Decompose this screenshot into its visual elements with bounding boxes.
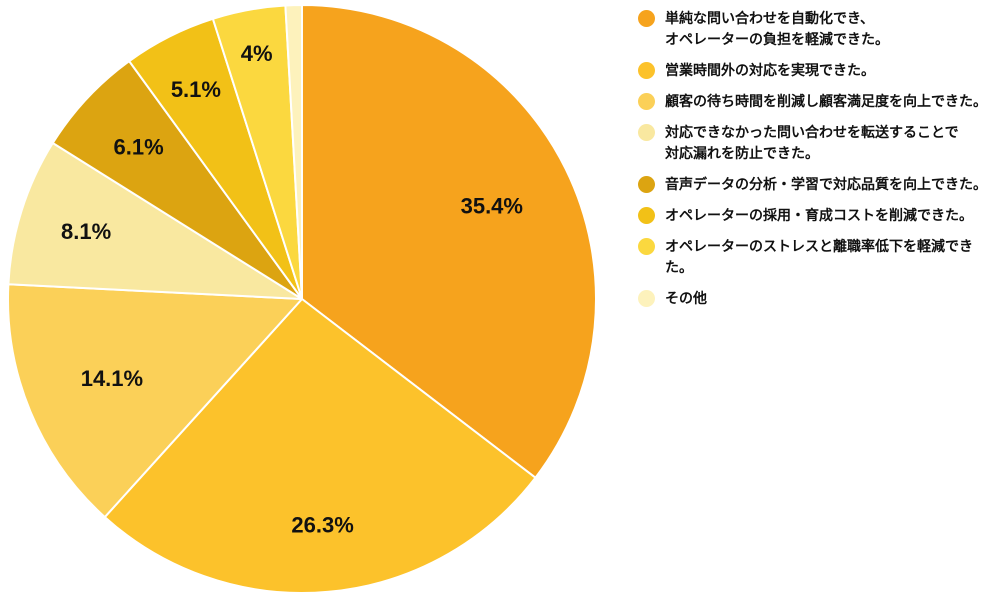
pie-slice (284, 4, 303, 300)
legend-item: オペレーターの採用・育成コストを削減できた。 (638, 205, 998, 226)
legend-label-line: オペレーターの採用・育成コストを削減できた。 (665, 207, 973, 223)
pie-slice (7, 142, 303, 300)
legend-color-dot (638, 238, 655, 255)
pie-percent-label: 26.3% (291, 512, 353, 537)
legend-label-line: 対応漏れを防止できた。 (665, 145, 819, 161)
pie-percent-label: 5.1% (171, 77, 221, 102)
pie-chart: 35.4% 26.3% 14.1% 8.1% 6.1% 5.1% 4% (7, 4, 597, 594)
legend-color-dot (638, 290, 655, 307)
pie-chart-svg: 35.4% 26.3% 14.1% 8.1% 6.1% 5.1% 4% (7, 4, 597, 594)
pie-slice (7, 283, 303, 519)
legend-label: 単純な問い合わせを自動化でき、 オペレーターの負担を軽減できた。 (665, 8, 889, 50)
legend-color-dot (638, 207, 655, 224)
legend-label-line: オペレーターの負担を軽減できた。 (665, 31, 889, 47)
legend-item: 音声データの分析・学習で対応品質を向上できた。 (638, 174, 998, 195)
legend-label: 対応できなかった問い合わせを転送することで 対応漏れを防止できた。 (665, 122, 959, 164)
pie-slice (103, 298, 537, 594)
pie-percent-label: 4% (241, 41, 273, 66)
pie-slice (301, 4, 597, 479)
legend-color-dot (638, 176, 655, 193)
legend-item: 単純な問い合わせを自動化でき、 オペレーターの負担を軽減できた。 (638, 8, 998, 50)
legend-label: 営業時間外の対応を実現できた。 (665, 60, 875, 81)
legend-label-line: 営業時間外の対応を実現できた。 (665, 62, 875, 78)
legend-item: 営業時間外の対応を実現できた。 (638, 60, 998, 81)
pie-percent-label: 14.1% (81, 366, 143, 391)
legend-label-line: 単純な問い合わせを自動化でき、 (665, 10, 875, 26)
legend-color-dot (638, 93, 655, 110)
legend-color-dot (638, 62, 655, 79)
legend-label-line: オペレーターのストレスと離職率低下を軽減できた。 (665, 238, 973, 275)
legend-label: オペレーターのストレスと離職率低下を軽減できた。 (665, 236, 998, 278)
legend-item: 顧客の待ち時間を削減し顧客満足度を向上できた。 (638, 91, 998, 112)
legend-label-line: 顧客の待ち時間を削減し顧客満足度を向上できた。 (665, 93, 987, 109)
pie-percent-label: 6.1% (114, 135, 164, 160)
legend-label-line: 音声データの分析・学習で対応品質を向上できた。 (665, 176, 987, 192)
legend-color-dot (638, 10, 655, 27)
legend-label-line: その他 (665, 290, 707, 306)
legend-item: オペレーターのストレスと離職率低下を軽減できた。 (638, 236, 998, 278)
pie-percent-label: 8.1% (61, 219, 111, 244)
legend-label: 顧客の待ち時間を削減し顧客満足度を向上できた。 (665, 91, 987, 112)
legend-item: その他 (638, 288, 998, 309)
legend: 単純な問い合わせを自動化でき、 オペレーターの負担を軽減できた。 営業時間外の対応… (638, 8, 998, 309)
legend-color-dot (638, 124, 655, 141)
legend-label: オペレーターの採用・育成コストを削減できた。 (665, 205, 973, 226)
pie-percent-label: 35.4% (461, 193, 523, 218)
legend-item: 対応できなかった問い合わせを転送することで 対応漏れを防止できた。 (638, 122, 998, 164)
legend-label: 音声データの分析・学習で対応品質を向上できた。 (665, 174, 987, 195)
legend-label: その他 (665, 288, 707, 309)
legend-label-line: 対応できなかった問い合わせを転送することで (665, 124, 959, 140)
